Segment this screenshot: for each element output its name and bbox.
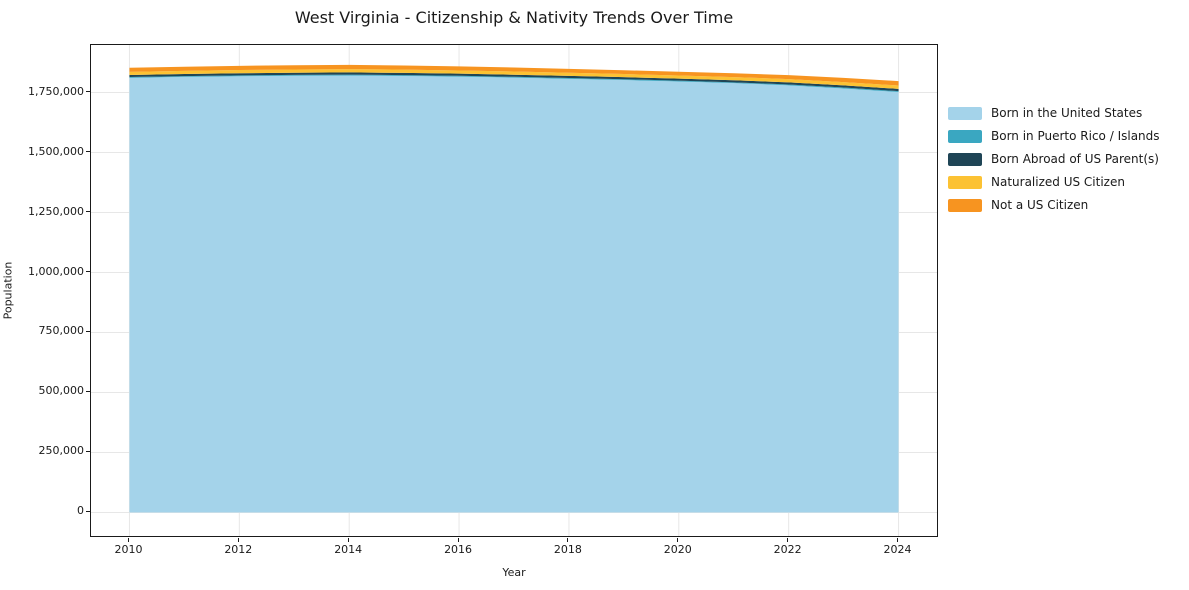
legend-label: Naturalized US Citizen [991, 175, 1125, 189]
x-tick-mark [677, 538, 679, 542]
legend-item-naturalized-us-citizen: Naturalized US Citizen [948, 176, 1160, 189]
area-series-naturalized-us-citizen [129, 69, 899, 89]
x-tick-mark [237, 538, 239, 542]
x-tick-mark [127, 538, 129, 542]
legend-item-not-a-us-citizen: Not a US Citizen [948, 199, 1160, 212]
x-tick-label: 2022 [773, 543, 802, 556]
legend-swatch [948, 176, 982, 189]
x-tick-label: 2012 [224, 543, 253, 556]
y-tick-label: 1,000,000 [28, 264, 84, 278]
legend-item-born-abroad-of-us-parent-s: Born Abroad of US Parent(s) [948, 153, 1160, 166]
y-tick-label: 500,000 [38, 384, 85, 398]
y-tick-mark [86, 330, 90, 332]
area-series-not-a-us-citizen [129, 64, 899, 86]
y-tick-label: 1,750,000 [28, 84, 84, 98]
y-tick-label: 1,500,000 [28, 144, 84, 158]
y-tick-mark [86, 91, 90, 93]
area-series-born-in-puerto-rico-islands [129, 74, 899, 93]
y-tick-label: 750,000 [38, 324, 85, 338]
chart-svg [91, 45, 937, 536]
y-tick-label: 250,000 [38, 444, 85, 458]
legend-swatch [948, 107, 982, 120]
x-tick-mark [457, 538, 459, 542]
x-tick-label: 2018 [553, 543, 582, 556]
x-tick-label: 2024 [883, 543, 912, 556]
legend-swatch [948, 130, 982, 143]
y-axis-label: Population [1, 261, 15, 320]
legend-label: Born Abroad of US Parent(s) [991, 152, 1159, 166]
y-tick-mark [86, 510, 90, 512]
legend-label: Not a US Citizen [991, 198, 1089, 212]
plot-area [90, 44, 938, 537]
legend-item-born-in-puerto-rico-islands: Born in Puerto Rico / Islands [948, 130, 1160, 143]
chart-title: West Virginia - Citizenship & Nativity T… [294, 8, 734, 27]
y-tick-mark [86, 151, 90, 152]
x-tick-mark [567, 538, 569, 542]
y-tick-mark [86, 211, 90, 212]
legend-swatch [948, 153, 982, 166]
x-tick-label: 2020 [663, 543, 692, 556]
x-tick-label: 2010 [114, 543, 143, 556]
x-axis-label: Year [502, 566, 526, 579]
legend-label: Born in the United States [991, 106, 1143, 120]
y-tick-label: 0 [77, 504, 84, 518]
legend-swatch [948, 199, 982, 212]
y-tick-label: 1,250,000 [28, 204, 84, 218]
y-tick-mark [86, 271, 90, 272]
x-tick-label: 2014 [334, 543, 363, 556]
area-series-born-in-the-united-states [129, 75, 899, 513]
y-tick-mark [86, 450, 90, 452]
legend-item-born-in-the-united-states: Born in the United States [948, 107, 1160, 120]
y-tick-mark [86, 390, 90, 392]
area-series-born-abroad-of-us-parent-s [129, 72, 899, 92]
x-tick-mark [347, 538, 349, 542]
legend: Born in the United States Born in Puerto … [948, 107, 1160, 222]
x-tick-label: 2016 [444, 543, 473, 556]
x-tick-mark [787, 538, 789, 542]
x-tick-mark [897, 538, 899, 542]
legend-label: Born in Puerto Rico / Islands [991, 129, 1160, 143]
